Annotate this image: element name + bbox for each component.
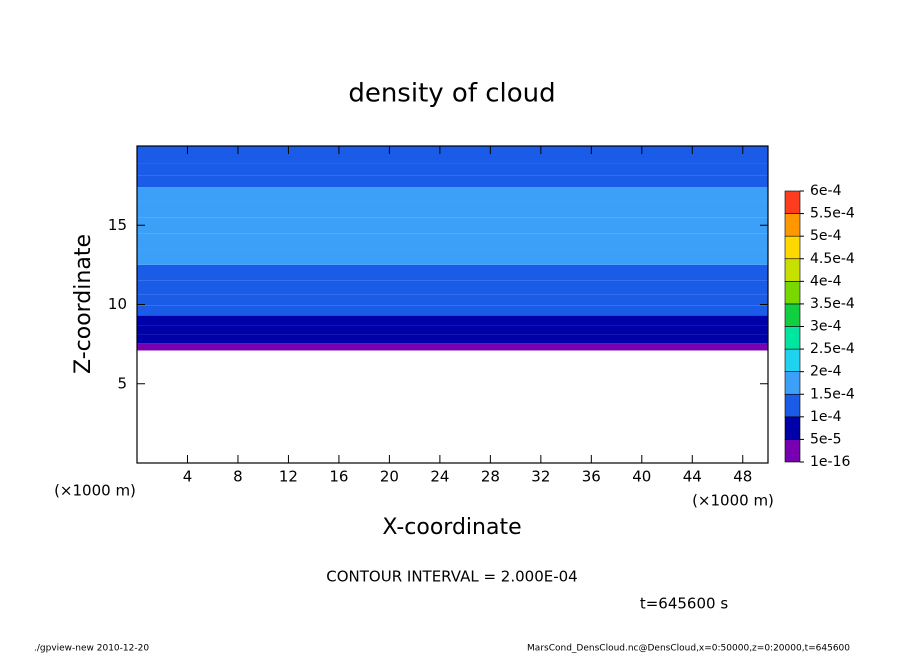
x-tick-label: 8 bbox=[233, 468, 243, 486]
footer-left: ./gpview-new 2010-12-20 bbox=[34, 644, 149, 654]
colorbar-band bbox=[784, 235, 801, 260]
contour-band bbox=[137, 280, 768, 295]
x-axis-label: X-coordinate bbox=[382, 515, 521, 540]
x-tick-label: 4 bbox=[183, 468, 193, 486]
colorbar-band bbox=[784, 348, 801, 372]
x-tick-label: 16 bbox=[329, 468, 348, 486]
colorbar-band bbox=[784, 190, 801, 214]
colorbar-label: 6e-4 bbox=[810, 183, 842, 199]
x-tick-label: 32 bbox=[531, 468, 550, 486]
contour-band bbox=[137, 343, 768, 351]
colorbar-label: 4e-4 bbox=[810, 273, 842, 289]
colorbar-label: 3.5e-4 bbox=[810, 296, 855, 312]
x-tick-label: 12 bbox=[279, 468, 298, 486]
y-unit: (×1000 m) bbox=[54, 482, 136, 500]
x-tick-label: 36 bbox=[582, 468, 601, 486]
contour-band bbox=[137, 264, 768, 281]
colorbar-band bbox=[784, 258, 801, 282]
contour-band bbox=[137, 233, 768, 250]
contour-band bbox=[137, 146, 768, 164]
contour-band bbox=[137, 201, 768, 218]
colorbar-label: 5e-4 bbox=[810, 228, 842, 244]
colorbar-label: 3e-4 bbox=[810, 319, 842, 335]
footer-right: MarsCond_DensCloud.nc@DensCloud,x=0:5000… bbox=[527, 644, 850, 654]
contour-band bbox=[137, 249, 768, 265]
x-tick-label: 48 bbox=[733, 468, 752, 486]
contour-band bbox=[137, 187, 768, 202]
colorbar-label: 2e-4 bbox=[810, 364, 842, 380]
x-tick-label: 20 bbox=[380, 468, 399, 486]
x-tick-label: 40 bbox=[632, 468, 651, 486]
contour-band bbox=[137, 325, 768, 335]
colorbar-label: 2.5e-4 bbox=[810, 341, 855, 357]
colorbar-band bbox=[784, 326, 801, 350]
colorbar-band bbox=[784, 439, 801, 463]
colorbar-label: 1e-16 bbox=[810, 454, 850, 470]
colorbar-band bbox=[784, 213, 801, 237]
contour-band bbox=[137, 163, 768, 176]
colorbar-label: 5e-5 bbox=[810, 431, 841, 447]
colorbar-band bbox=[784, 303, 801, 327]
y-axis-label: Z-coordinate bbox=[71, 234, 96, 374]
colorbar-band bbox=[784, 416, 801, 440]
colorbar-label: 1.5e-4 bbox=[810, 386, 855, 402]
contour-band bbox=[137, 175, 768, 188]
x-tick-label: 24 bbox=[430, 468, 449, 486]
x-unit: (×1000 m) bbox=[692, 492, 774, 510]
contour-band bbox=[137, 305, 768, 316]
contour-interval: CONTOUR INTERVAL = 2.000E-04 bbox=[326, 568, 577, 586]
colorbar-band bbox=[784, 371, 801, 395]
contour-band bbox=[137, 294, 768, 306]
colorbar-band bbox=[784, 281, 801, 305]
colorbar-label: 4.5e-4 bbox=[810, 251, 855, 267]
contour-band bbox=[137, 334, 768, 344]
colorbar-label: 5.5e-4 bbox=[810, 206, 855, 222]
x-tick-label: 28 bbox=[481, 468, 500, 486]
time-label: t=645600 s bbox=[640, 595, 728, 613]
y-tick-label: 15 bbox=[108, 216, 127, 234]
y-tick-label: 5 bbox=[117, 374, 127, 392]
contour-band bbox=[137, 217, 768, 234]
colorbar-band bbox=[784, 393, 801, 418]
chart-title: density of cloud bbox=[348, 79, 555, 109]
colorbar-label: 1e-4 bbox=[810, 409, 842, 425]
y-tick-label: 10 bbox=[108, 295, 127, 313]
x-tick-label: 44 bbox=[683, 468, 702, 486]
contour-band bbox=[137, 315, 768, 326]
